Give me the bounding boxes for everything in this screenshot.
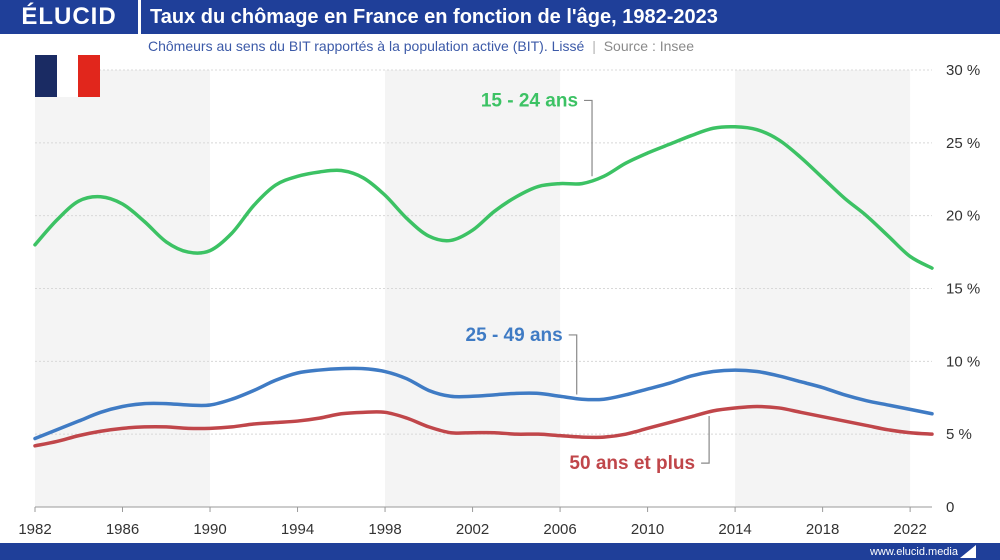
flag-stripe-red: [78, 55, 101, 97]
footer-bar: www.elucid.media: [0, 543, 1000, 560]
source-text: Source : Insee: [603, 38, 694, 54]
footer-url[interactable]: www.elucid.media: [869, 545, 958, 558]
series-lines: [33, 124, 934, 448]
series-labels: 15 - 24 ans 25 - 49 ans 50 ans et plus: [466, 90, 710, 474]
chart-subtitle: Chômeurs au sens du BIT rapportés à la p…: [148, 38, 694, 54]
y-tick-label: 5 %: [946, 426, 972, 443]
header-bar: ÉLUCID Taux du chômage en France en fonc…: [0, 0, 1000, 34]
y-tick-label: 15 %: [946, 281, 980, 298]
chart-title: Taux du chômage en France en fonction de…: [150, 5, 718, 28]
x-axis: 1982 1986 1990 1994 1998 2002 2006 2010 2014 2018…: [18, 506, 932, 538]
elucid-logo[interactable]: ÉLUCID: [21, 3, 117, 30]
logo-separator: [138, 0, 141, 34]
series-leader-line-2: [701, 415, 710, 464]
x-tick-label: 1990: [193, 521, 226, 538]
y-axis: 0 5 % 10 % 15 % 20 % 25 % 30 %: [946, 62, 980, 516]
x-tick-label: 1982: [18, 521, 51, 538]
series-leader-line-0: [584, 99, 593, 177]
y-tick-label: 0: [946, 499, 954, 516]
series-label-0: 15 - 24 ans: [481, 90, 578, 111]
x-tick-label: 1998: [368, 521, 401, 538]
y-tick-label: 25 %: [946, 135, 980, 152]
elucid-mark-icon: [960, 545, 976, 558]
series-leader-line-1: [568, 334, 578, 395]
flag-stripe-blue: [35, 55, 57, 97]
subtitle-separator: |: [592, 38, 596, 54]
series-line-0: [33, 124, 934, 270]
series-line-1: [33, 366, 934, 441]
x-tick-label: 2022: [893, 521, 926, 538]
x-tick-label: 2018: [806, 521, 839, 538]
x-tick-label: 2010: [631, 521, 664, 538]
series-label-1: 25 - 49 ans: [466, 325, 563, 346]
flag-stripe-white: [56, 55, 79, 97]
subtitle-text: Chômeurs au sens du BIT rapportés à la p…: [148, 38, 585, 54]
y-tick-label: 10 %: [946, 353, 980, 370]
x-tick-label: 2006: [543, 521, 576, 538]
x-tick-label: 1986: [106, 521, 139, 538]
x-tick-label: 2014: [718, 521, 751, 538]
series-label-2: 50 ans et plus: [569, 453, 695, 474]
x-tick-label: 1994: [281, 521, 314, 538]
france-flag-icon: [35, 55, 101, 97]
series-line-2: [33, 404, 934, 448]
y-tick-label: 30 %: [946, 62, 980, 79]
y-tick-label: 20 %: [946, 208, 980, 225]
x-tick-label: 2002: [456, 521, 489, 538]
